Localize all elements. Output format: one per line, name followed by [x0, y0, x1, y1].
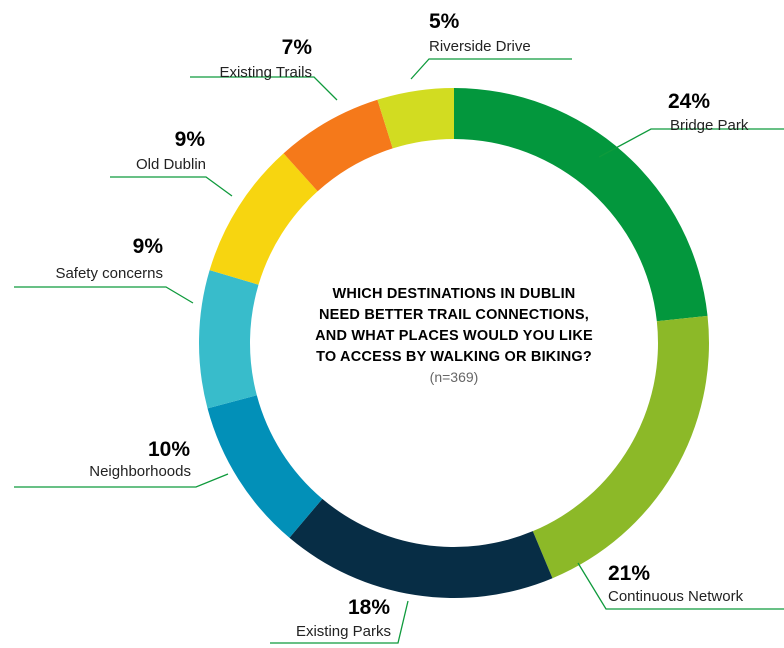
chart-title-line: WHICH DESTINATIONS IN DUBLIN: [332, 286, 576, 302]
sample-size: (n=369): [429, 369, 479, 385]
pct-label-old-dublin: 9%: [175, 128, 206, 151]
category-label-existing-trails: Existing Trails: [219, 64, 312, 81]
category-label-existing-parks: Existing Parks: [296, 623, 391, 640]
slice-riverside-drive: [377, 88, 454, 149]
leader-line-continuous-network: [577, 562, 784, 610]
category-label-bridge-park: Bridge Park: [670, 117, 749, 134]
slice-continuous-network: [532, 315, 709, 579]
slice-old-dublin: [209, 153, 318, 285]
chart-title-line: TO ACCESS BY WALKING OR BIKING?: [316, 349, 592, 365]
category-label-safety-concerns: Safety concerns: [55, 265, 163, 282]
pct-label-existing-parks: 18%: [348, 596, 390, 619]
pct-label-riverside-drive: 5%: [429, 10, 460, 33]
chart-title-line: AND WHAT PLACES WOULD YOU LIKE: [315, 328, 593, 344]
pct-label-safety-concerns: 9%: [133, 235, 164, 258]
leader-line-old-dublin: [110, 176, 233, 197]
chart-title-block: WHICH DESTINATIONS IN DUBLIN NEED BETTER…: [262, 284, 646, 386]
category-label-riverside-drive: Riverside Drive: [429, 38, 531, 55]
slice-bridge-park: [454, 88, 708, 322]
category-label-old-dublin: Old Dublin: [136, 156, 206, 173]
leader-line-existing-trails: [190, 76, 338, 101]
pct-label-neighborhoods: 10%: [148, 438, 190, 461]
slice-existing-trails: [283, 99, 393, 192]
leader-line-safety-concerns: [14, 286, 194, 304]
leaders-group: [14, 58, 784, 644]
pct-label-bridge-park: 24%: [668, 90, 710, 113]
labels-group: 24% Bridge Park 21% Continuous Network 18% Ex…: [55, 10, 748, 640]
slice-safety-concerns: [199, 270, 259, 409]
chart-title-line: NEED BETTER TRAIL CONNECTIONS,: [319, 307, 589, 323]
slices-group: [199, 88, 709, 599]
slice-existing-parks: [289, 498, 553, 599]
leader-line-existing-parks: [270, 600, 409, 644]
pct-label-existing-trails: 7%: [282, 36, 313, 59]
slice-neighborhoods: [207, 395, 323, 538]
leader-line-neighborhoods: [14, 473, 229, 488]
leader-line-bridge-park: [598, 128, 784, 158]
pct-label-continuous-network: 21%: [608, 562, 650, 585]
category-label-neighborhoods: Neighborhoods: [89, 463, 191, 480]
category-label-continuous-network: Continuous Network: [608, 588, 744, 605]
leader-line-riverside-drive: [410, 58, 572, 80]
